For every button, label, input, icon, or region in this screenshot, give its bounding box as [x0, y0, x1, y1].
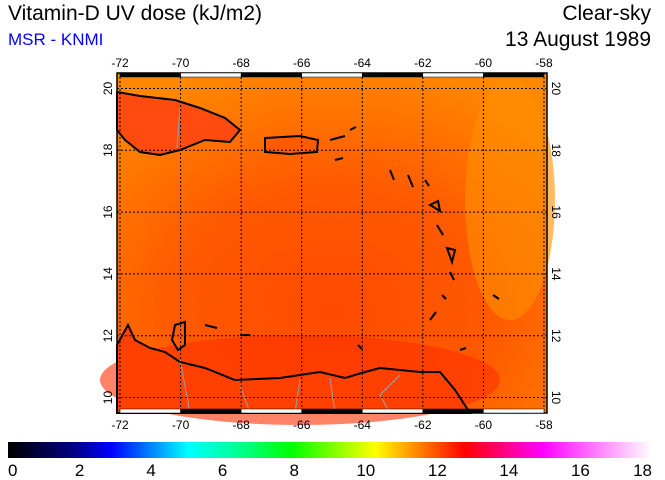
longitude-tick-label: -60 — [475, 56, 493, 70]
longitude-tick-label: -68 — [232, 56, 250, 70]
colorbar-tick-label: 0 — [8, 461, 17, 480]
puerto-rico — [264, 134, 320, 156]
colorbar-tick-label: 6 — [218, 461, 227, 480]
border-segment — [240, 72, 302, 78]
longitude-tick-label: -58 — [535, 418, 553, 432]
latitude-tick-label: 14 — [549, 267, 563, 281]
border-segment — [422, 408, 484, 414]
latitude-tick-label: 18 — [101, 143, 115, 157]
south-america-coast — [116, 322, 472, 414]
border-segment — [240, 408, 302, 414]
latitude-tick-label: 20 — [549, 82, 563, 96]
longitude-tick-label: -66 — [293, 418, 311, 432]
map-border-scale — [119, 72, 545, 414]
map-title: Vitamin-D UV dose (kJ/m2) — [8, 2, 263, 25]
colorbar-tick-label: 4 — [146, 461, 155, 480]
longitude-tick-label: -70 — [172, 418, 190, 432]
border-segment — [119, 72, 181, 78]
border-segment — [301, 408, 363, 414]
longitude-tick-label: -58 — [535, 56, 553, 70]
colorbar-tick-label: 8 — [289, 461, 298, 480]
colorbar — [8, 442, 652, 458]
longitude-tick-label: -62 — [414, 56, 432, 70]
latitude-tick-label: 12 — [101, 329, 115, 343]
latitude-tick-label: 18 — [549, 144, 563, 158]
country-borders — [176, 107, 401, 414]
colorbar-tick-label: 10 — [356, 461, 375, 480]
source-label: MSR - KNMI — [8, 30, 104, 49]
longitude-tick-label: -70 — [172, 56, 190, 70]
longitude-tick-label: -64 — [354, 418, 372, 432]
border-segment — [301, 72, 363, 78]
condition-label: Clear-sky — [562, 2, 651, 25]
border-segment — [483, 408, 545, 414]
border-segment — [119, 408, 181, 414]
graticule — [117, 73, 547, 413]
uv-lower-region — [465, 80, 555, 320]
colorbar-tick-label: 16 — [571, 461, 590, 480]
colorbar-tick-label: 2 — [75, 461, 84, 480]
colorbar-tick-label: 18 — [633, 461, 652, 480]
border-segment — [180, 72, 242, 78]
latitude-tick-label: 10 — [101, 391, 115, 405]
latitude-tick-label: 14 — [101, 267, 115, 281]
small-islands — [204, 126, 500, 351]
longitude-tick-label: -68 — [232, 418, 250, 432]
date-label: 13 August 1989 — [505, 28, 651, 51]
longitude-tick-label: -66 — [293, 56, 311, 70]
latitude-tick-label: 16 — [101, 205, 115, 219]
longitude-tick-label: -62 — [414, 418, 432, 432]
latitude-tick-label: 10 — [549, 391, 563, 405]
longitude-tick-label: -72 — [111, 56, 129, 70]
border-segment — [362, 72, 424, 78]
longitude-tick-label: -64 — [354, 56, 372, 70]
border-segment — [422, 72, 484, 78]
latitude-tick-label: 20 — [101, 81, 115, 95]
colorbar-tick-label: 14 — [499, 461, 518, 480]
longitude-tick-label: -60 — [475, 418, 493, 432]
border-segment — [483, 72, 545, 78]
border-segment — [180, 408, 242, 414]
border-segment — [362, 408, 424, 414]
colorbar-tick-label: 12 — [428, 461, 447, 480]
latitude-tick-label: 16 — [549, 205, 563, 219]
longitude-tick-label: -72 — [111, 418, 129, 432]
latitude-tick-label: 12 — [549, 329, 563, 343]
